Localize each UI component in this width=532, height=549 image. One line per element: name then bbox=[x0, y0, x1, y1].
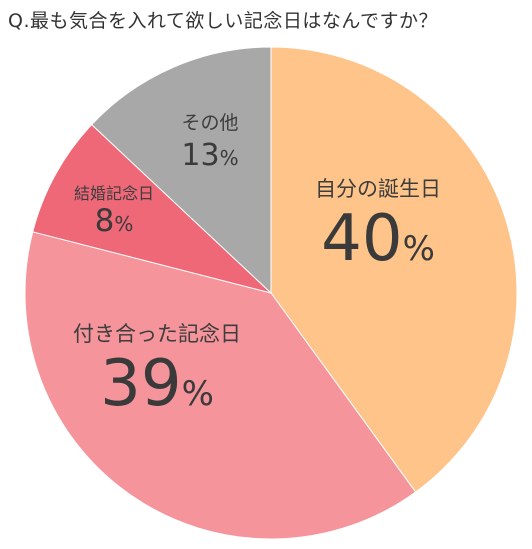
label-name-slice-2: 付き合った記念日 bbox=[73, 322, 241, 346]
label-value-slice-4: 13% bbox=[181, 138, 238, 173]
label-name-slice-4: その他 bbox=[181, 112, 238, 134]
label-value-slice-2: 39% bbox=[100, 347, 214, 421]
label-value-slice-3: 8% bbox=[95, 203, 134, 239]
pie-slice-4 bbox=[90, 46, 272, 295]
chart-title: Q.最も気合を入れて欲しい記念日はなんですか？ bbox=[8, 10, 438, 32]
label-value-slice-1: 40% bbox=[321, 202, 435, 276]
label-name-slice-3: 結婚記念日 bbox=[74, 184, 154, 203]
pie-slice-2 bbox=[24, 231, 417, 540]
pie-slice-3 bbox=[32, 123, 272, 294]
pie-slices bbox=[24, 46, 518, 540]
label-name-slice-1: 自分の誕生日 bbox=[315, 177, 441, 201]
pie-slice-1 bbox=[270, 46, 518, 493]
